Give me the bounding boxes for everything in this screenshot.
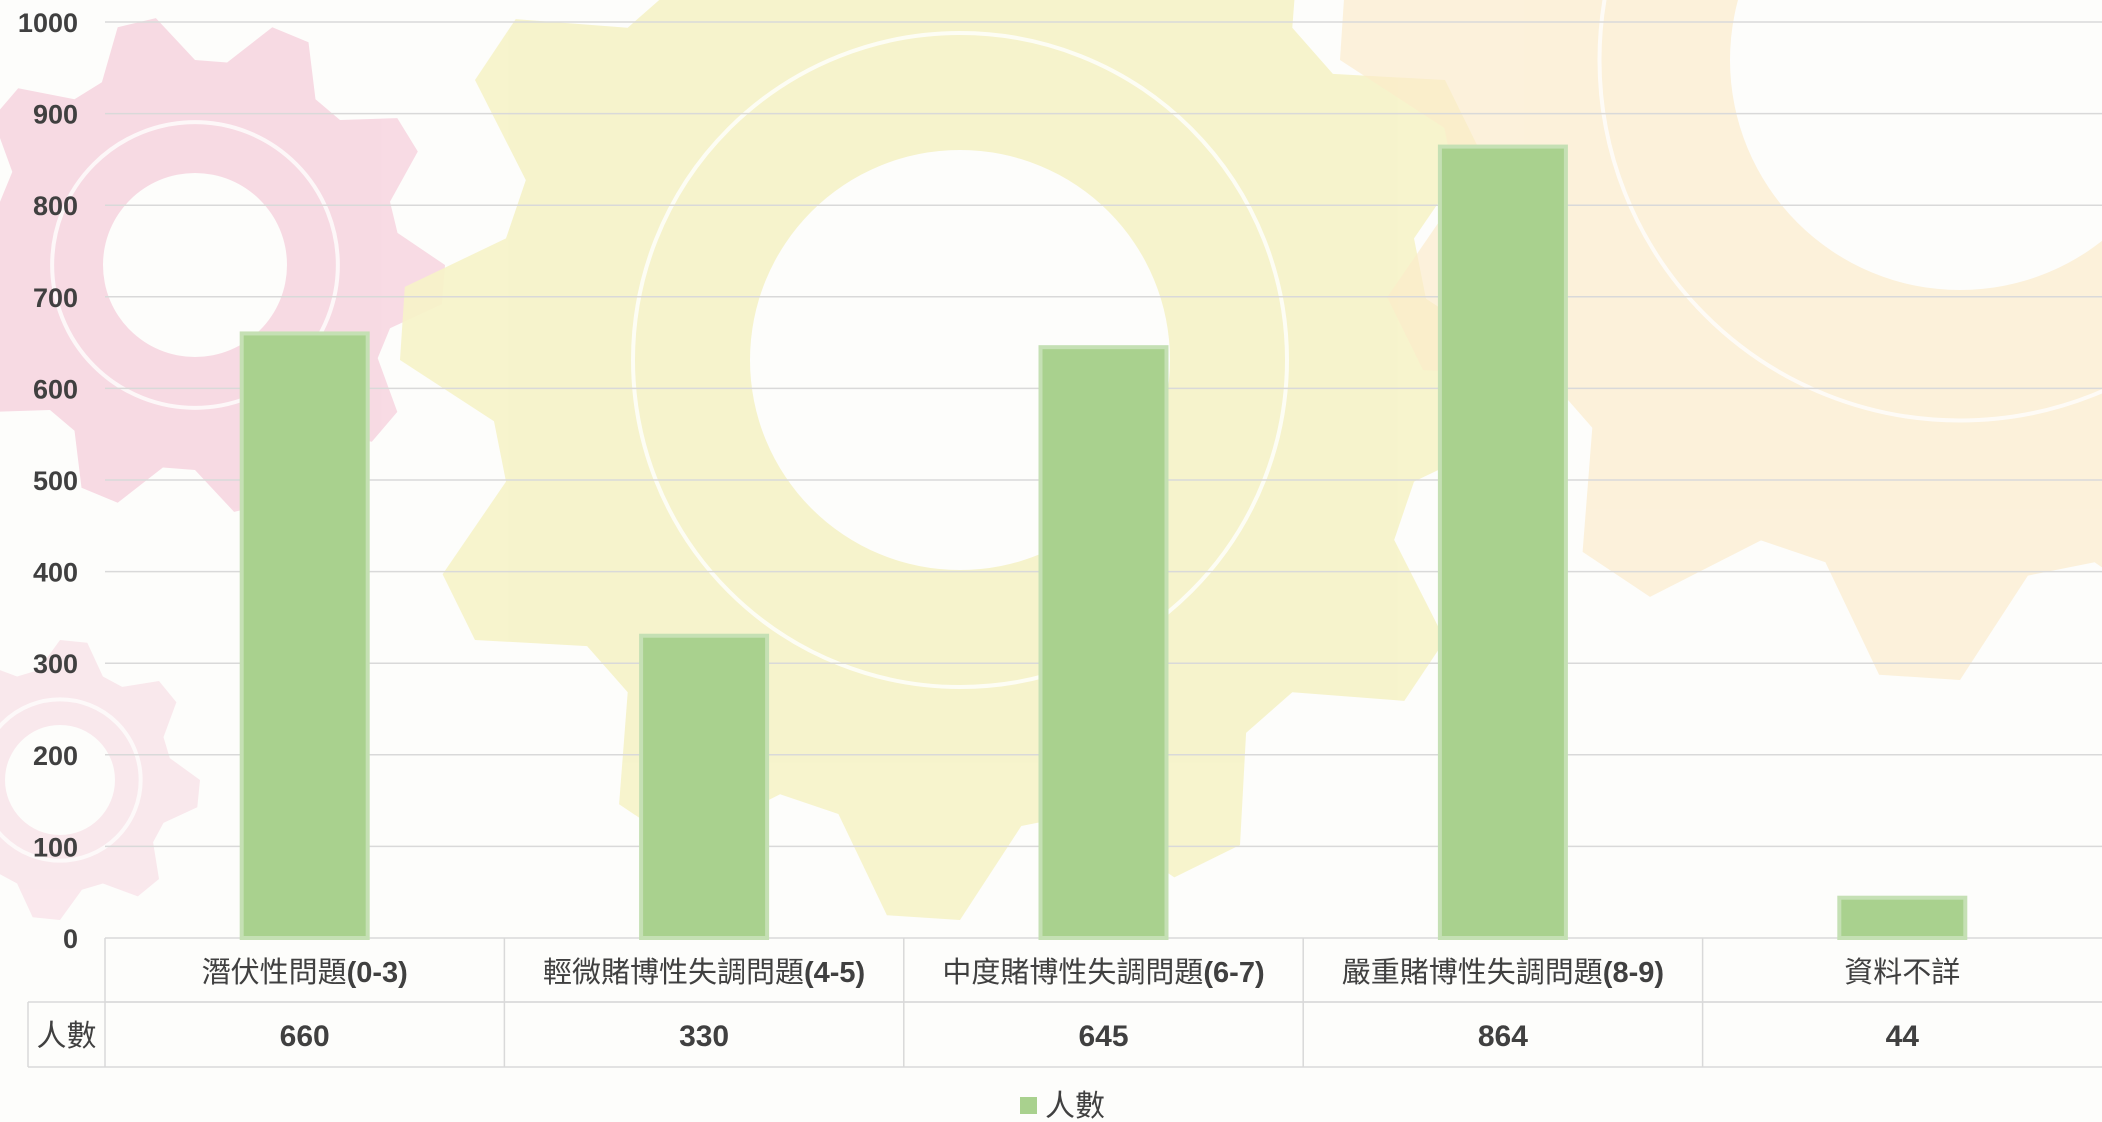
table-value: 864	[1478, 1020, 1528, 1053]
y-tick-label: 400	[33, 558, 78, 588]
category-label: 資料不詳	[1844, 955, 1960, 989]
gear-ring	[631, 31, 1289, 689]
category-label: 潛伏性問題(0-3)	[202, 955, 408, 989]
legend-swatch	[1020, 1097, 1037, 1114]
data-table: 潛伏性問題(0-3) 660 輕微賭博性失調問題(4-5) 330 中度賭博性失調問題(…	[27, 938, 2102, 1068]
gear-hole	[1730, 0, 2102, 290]
table-value: 645	[1078, 1020, 1128, 1053]
table-value: 660	[280, 1020, 330, 1053]
table-row-label: 人數	[37, 1019, 97, 1054]
gear-hole	[5, 725, 115, 835]
y-tick-label: 0	[63, 924, 78, 954]
y-tick-label: 800	[33, 191, 78, 221]
y-tick-label: 200	[33, 741, 78, 771]
y-axis: 0 100 200 300 400 500 600 700 800 900 1000	[18, 8, 78, 954]
y-tick-label: 900	[33, 100, 78, 130]
y-tick-label: 100	[33, 832, 78, 862]
bar	[1837, 895, 1968, 940]
gear-icon	[0, 18, 445, 512]
table-value: 330	[679, 1020, 729, 1053]
category-label: 輕微賭博性失調問題(4-5)	[543, 955, 865, 989]
y-tick-label: 500	[33, 466, 78, 496]
bar	[239, 331, 370, 940]
bar	[1437, 144, 1568, 941]
gear-ring	[1597, 0, 2102, 423]
gear-icon	[0, 640, 200, 920]
bar	[639, 633, 770, 940]
legend-label: 人數	[1045, 1089, 1105, 1122]
table-value: 44	[1886, 1020, 1920, 1053]
gear-hole	[103, 173, 287, 357]
y-tick-label: 300	[33, 649, 78, 679]
bar	[1038, 345, 1169, 940]
y-tick-label: 700	[33, 283, 78, 313]
bar-series	[239, 144, 1968, 941]
gear-ring	[0, 697, 143, 863]
y-tick-label: 600	[33, 374, 78, 404]
gear-body	[0, 640, 200, 920]
gear-ring	[50, 120, 340, 410]
legend: 人數	[1020, 1089, 1105, 1122]
category-label: 中度賭博性失調問題(6-7)	[942, 955, 1264, 989]
y-tick-label: 1000	[18, 8, 78, 38]
gear-icon	[400, 0, 1520, 920]
category-label: 嚴重賭博性失調問題(8-9)	[1342, 955, 1664, 989]
